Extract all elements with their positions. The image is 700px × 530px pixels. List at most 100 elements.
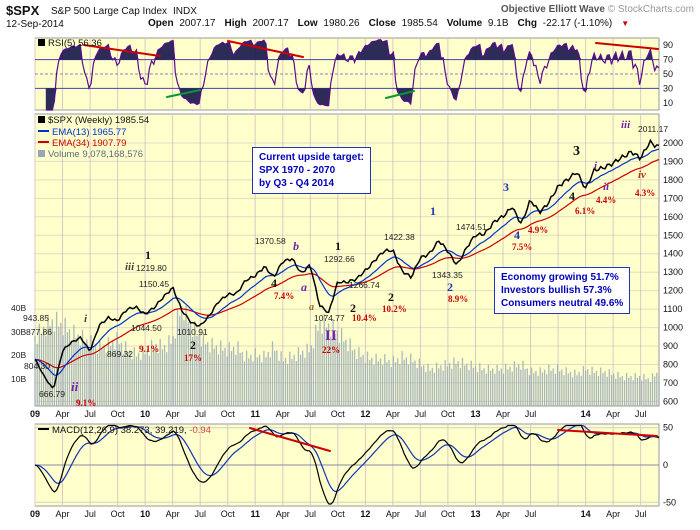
watermark-copyright: © StockCharts.com [607, 4, 694, 15]
x-axis-label: Apr [496, 509, 510, 519]
price-axis-label: 1500 [663, 230, 683, 240]
ema13-legend: EMA(13) 1965.77 [38, 128, 126, 138]
ema34-legend: EMA(34) 1907.79 [38, 139, 126, 149]
ema34-line [34, 158, 660, 369]
note-line: SPX 1970 - 2070 [259, 165, 336, 176]
x-axis-label: Oct [221, 409, 236, 419]
rsi-trendline [595, 42, 659, 50]
note-line: Investors bullish 57.3% [501, 285, 612, 296]
macd-hist-value: -0.94 [189, 425, 211, 436]
x-axis-label: Jul [305, 409, 317, 419]
x-axis-label: Jul [525, 409, 537, 419]
spx-legend: $SPX (Weekly) 1985.54 [38, 116, 149, 126]
ema13-swatch-icon [38, 130, 49, 132]
x-axis-label: Apr [606, 409, 620, 419]
macd-trendline [249, 427, 331, 452]
macd-legend-text: MACD(12,26,9) 38.273, 39.219, [52, 425, 187, 436]
macd-trendline [557, 429, 658, 437]
volume-bars [34, 306, 660, 406]
macd-axis-label: 50 [663, 423, 673, 433]
price-line [34, 138, 660, 389]
x-axis-label: 12 [360, 509, 370, 519]
x-axis-label: Oct [441, 509, 456, 519]
x-axis-label: 13 [470, 509, 480, 519]
macd-line [34, 424, 660, 505]
x-axis-label: Apr [386, 409, 400, 419]
quote-label: High [224, 18, 247, 29]
macd-legend: MACD(12,26,9) 38.273, 39.219, -0.94 [38, 426, 211, 436]
quote-label: Close [368, 18, 396, 29]
quote-volume: Volume 9.1B [446, 18, 509, 29]
ema13-line [34, 148, 660, 376]
price-axis-label: 1200 [663, 286, 683, 296]
x-axis-label: Jul [305, 509, 317, 519]
rsi-line [45, 38, 660, 111]
x-axis-label: 09 [30, 509, 40, 519]
x-axis-label: Apr [496, 409, 510, 419]
x-axis-label: Oct [111, 509, 126, 519]
note-line: Current upside target: [259, 152, 365, 163]
x-axis-label: Apr [276, 509, 290, 519]
x-axis-label: Jul [415, 409, 427, 419]
x-axis-label: Oct [331, 509, 346, 519]
rsi-axis-label: 50 [663, 69, 673, 79]
x-axis-label: 10 [140, 509, 150, 519]
rsi-axis-label: 70 [663, 55, 673, 65]
x-axis-label: Apr [276, 409, 290, 419]
quote-label: Chg [517, 18, 537, 29]
x-axis-label: Oct [111, 409, 126, 419]
price-axis-label: 900 [663, 341, 678, 351]
volume-legend-text: Volume 9,078,168,576 [48, 149, 144, 160]
rsi-trendline [227, 40, 304, 58]
sentiment-note: Economy growing 51.7% Investors bullish … [494, 267, 631, 314]
x-axis-label: Jul [84, 409, 96, 419]
volume-swatch-icon [38, 150, 45, 157]
price-axis-label: 1400 [663, 249, 683, 259]
quote-label: Volume [446, 18, 483, 29]
rsi-swatch-icon [38, 39, 45, 46]
ema13-legend-text: EMA(13) 1965.77 [52, 127, 127, 138]
macd-swatch-icon [38, 428, 49, 430]
x-axis-label: Apr [606, 509, 620, 519]
quote-open: Open 2007.17 [148, 18, 216, 29]
x-axis-label: Apr [386, 509, 400, 519]
price-axis-label: 700 [663, 378, 678, 388]
x-axis-label: Jul [415, 509, 427, 519]
x-axis-label: Oct [441, 409, 456, 419]
rsi-support-trendline [166, 89, 201, 98]
x-axis-label: 11 [250, 409, 260, 419]
rsi-overbought-fill [45, 39, 660, 60]
ema34-swatch-icon [38, 141, 49, 143]
note-line: Consumers neutral 49.6% [501, 298, 624, 309]
x-axis-label: 13 [470, 409, 480, 419]
price-axis-label: 1700 [663, 193, 683, 203]
upside-target-note: Current upside target: SPX 1970 - 2070 b… [252, 147, 372, 194]
x-axis-label: Apr [55, 509, 69, 519]
price-axis-label: 1600 [663, 212, 683, 222]
x-axis-label: 14 [581, 509, 591, 519]
price-axis-label: 1900 [663, 156, 683, 166]
x-axis-label: 09 [30, 409, 40, 419]
watermark: Objective Elliott Wave © StockCharts.com [501, 4, 694, 15]
volume-legend: Volume 9,078,168,576 [38, 150, 143, 160]
rsi-axis-label: 90 [663, 40, 673, 50]
x-axis-label: 10 [140, 409, 150, 419]
rsi-oversold-fill [45, 88, 660, 110]
chg-down-icon: ▼ [621, 19, 630, 28]
macd-signal-line [34, 424, 660, 493]
x-axis-label: Apr [55, 409, 69, 419]
quote-low: Low 1980.26 [297, 18, 360, 29]
price-axis-label: 800 [663, 360, 678, 370]
ema34-legend-text: EMA(34) 1907.79 [52, 138, 127, 149]
x-axis-label: 12 [360, 409, 370, 419]
candlestick-icon [38, 116, 45, 123]
quote-close: Close 1985.54 [368, 18, 438, 29]
price-axis-label: 600 [663, 396, 678, 406]
x-axis-label: Jul [635, 409, 647, 419]
x-axis-label: Apr [166, 409, 180, 419]
quote-label: Open [148, 18, 174, 29]
price-axis-label: 1100 [663, 304, 682, 314]
rsi-legend-text: RSI(5) 56.36 [48, 38, 102, 49]
x-axis-label: 11 [250, 509, 260, 519]
